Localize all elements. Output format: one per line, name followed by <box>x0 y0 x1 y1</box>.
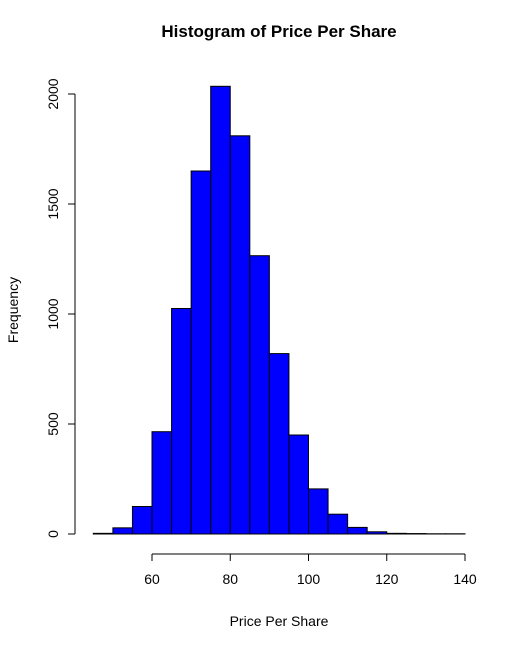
histogram-bar-65-70 <box>171 308 192 535</box>
histogram-bar-60-65 <box>151 431 173 535</box>
y-axis: 0 500 1000 1500 2000 <box>45 78 76 538</box>
histogram-bar-45-50 <box>92 532 114 535</box>
y-tick-label-1000: 1000 <box>45 298 61 329</box>
y-tick-label-500: 500 <box>45 412 61 436</box>
histogram-bar-95-100 <box>288 434 309 535</box>
y-tick-label-0: 0 <box>45 530 61 538</box>
x-tick-label-80: 80 <box>222 571 238 587</box>
histogram-bar-90-95 <box>268 353 290 535</box>
y-tick-label-2000: 2000 <box>45 78 61 109</box>
x-tick-label-140: 140 <box>453 571 477 587</box>
histogram-bar-50-55 <box>112 527 133 535</box>
histogram-bar-55-60 <box>131 506 153 535</box>
histogram-bar-110-115 <box>347 526 368 535</box>
chart-title: Histogram of Price Per Share <box>161 22 396 41</box>
y-tick-label-1500: 1500 <box>45 188 61 219</box>
x-tick-label-100: 100 <box>297 571 321 587</box>
histogram-bar-100-105 <box>308 488 329 535</box>
histogram-bar-115-120 <box>366 531 388 535</box>
histogram-bar-120-125 <box>386 532 407 535</box>
x-axis-label: Price Per Share <box>230 613 329 629</box>
histogram-bar-80-85 <box>229 135 251 535</box>
histogram-bar-85-90 <box>249 255 270 535</box>
bars-group <box>92 85 466 535</box>
x-tick-label-60: 60 <box>144 571 160 587</box>
x-axis: 60 80 100 120 140 <box>144 553 477 587</box>
histogram-bar-105-110 <box>327 513 349 535</box>
histogram-bar-75-80 <box>210 85 231 535</box>
histogram-bar-70-75 <box>190 170 212 535</box>
y-axis-label: Frequency <box>5 277 21 343</box>
x-tick-label-120: 120 <box>375 571 399 587</box>
